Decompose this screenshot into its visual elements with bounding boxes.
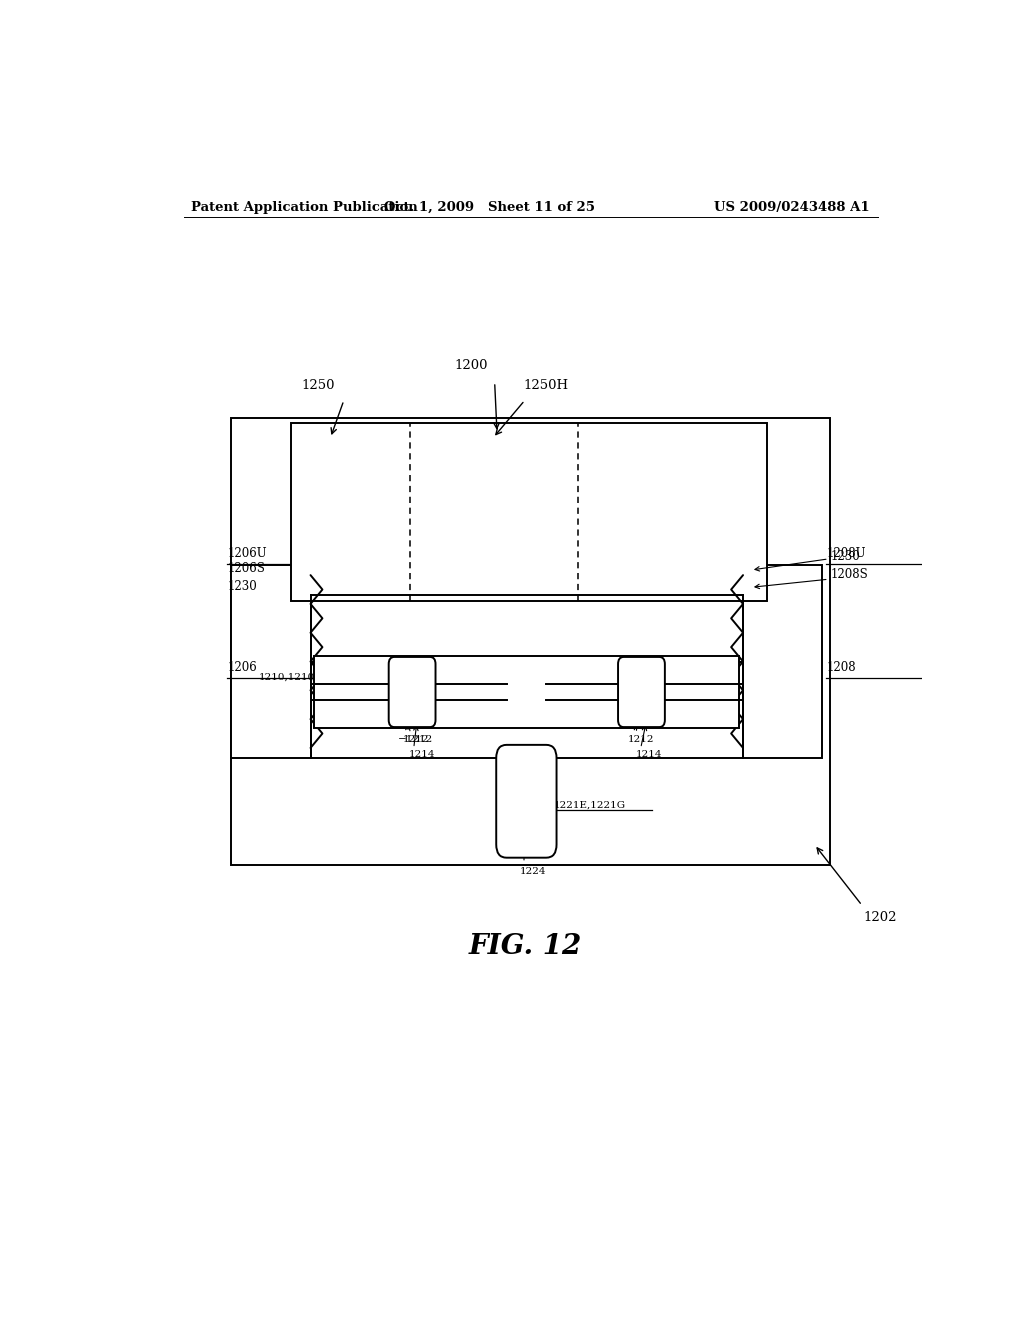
Text: −1212: −1212 xyxy=(397,735,433,744)
Text: 1204: 1204 xyxy=(334,705,365,718)
Text: 1206S: 1206S xyxy=(227,562,265,576)
FancyBboxPatch shape xyxy=(497,744,556,858)
Text: 1230: 1230 xyxy=(830,550,860,562)
Text: 1214: 1214 xyxy=(636,751,663,759)
Text: US 2009/0243488 A1: US 2009/0243488 A1 xyxy=(715,201,870,214)
Text: 1210,1210S: 1210,1210S xyxy=(259,673,323,682)
FancyBboxPatch shape xyxy=(618,657,665,727)
Text: 1212: 1212 xyxy=(402,735,429,744)
Text: 1206U: 1206U xyxy=(227,546,267,560)
Text: 1212: 1212 xyxy=(628,735,654,744)
Text: 1202: 1202 xyxy=(863,911,897,924)
Bar xyxy=(231,417,830,865)
Text: 1221E,1221G: 1221E,1221G xyxy=(554,801,627,810)
Text: 1230: 1230 xyxy=(227,581,257,594)
Text: Patent Application Publication: Patent Application Publication xyxy=(191,201,418,214)
FancyBboxPatch shape xyxy=(389,657,435,727)
Text: 1208S: 1208S xyxy=(830,568,868,581)
Bar xyxy=(314,656,739,727)
Text: 1240: 1240 xyxy=(510,685,543,698)
Text: 1250: 1250 xyxy=(302,379,335,392)
Bar xyxy=(743,565,822,758)
Text: Oct. 1, 2009   Sheet 11 of 25: Oct. 1, 2009 Sheet 11 of 25 xyxy=(384,201,595,214)
Text: 1206: 1206 xyxy=(227,661,257,673)
Text: FIG. 12: FIG. 12 xyxy=(468,933,582,960)
Bar xyxy=(231,565,310,758)
Bar xyxy=(291,422,767,601)
Text: 1250H: 1250H xyxy=(523,379,568,392)
Text: 1214: 1214 xyxy=(409,751,435,759)
Text: 1222: 1222 xyxy=(476,698,503,706)
Text: 1200: 1200 xyxy=(454,359,487,372)
Text: 1208: 1208 xyxy=(826,661,856,673)
Text: 1220: 1220 xyxy=(504,793,534,807)
Text: 1224: 1224 xyxy=(520,867,547,876)
Text: 1208U: 1208U xyxy=(826,546,866,560)
